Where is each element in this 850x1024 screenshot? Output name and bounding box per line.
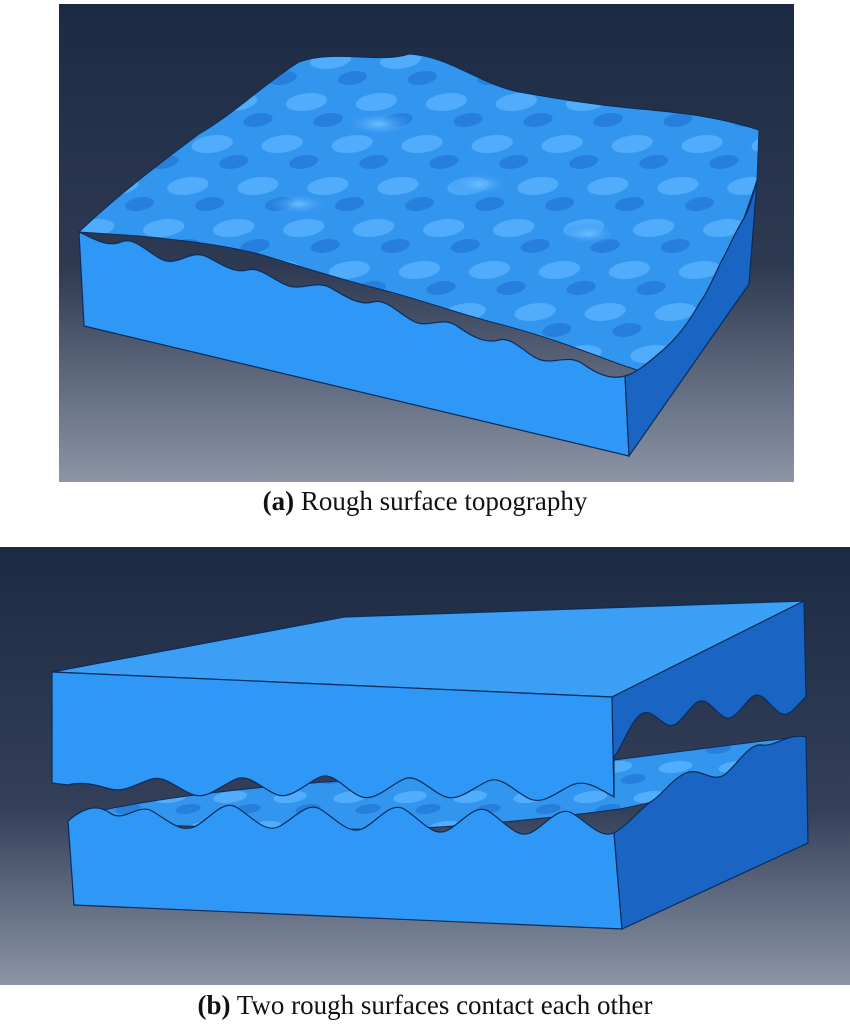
caption-b-label: (b) (197, 990, 231, 1020)
block-side-face (624, 179, 758, 458)
caption-a-label: (a) (262, 486, 295, 516)
rough-surface-render (59, 4, 794, 482)
lower-block-front-face (67, 804, 623, 930)
caption-b: (b) Two rough surfaces contact each othe… (0, 992, 850, 1019)
upper-block-side-face (611, 600, 807, 798)
block-front-face (78, 231, 630, 457)
caption-a: (a) Rough surface topography (0, 488, 850, 515)
figure-panel-b (0, 547, 850, 985)
upper-block-front-face (51, 671, 615, 801)
figure-panel-a (59, 4, 794, 482)
caption-a-text: Rough surface topography (300, 486, 588, 516)
caption-b-text: Two rough surfaces contact each other (236, 990, 653, 1020)
lower-block-side-face (613, 735, 809, 930)
contact-surfaces-render (0, 547, 850, 985)
